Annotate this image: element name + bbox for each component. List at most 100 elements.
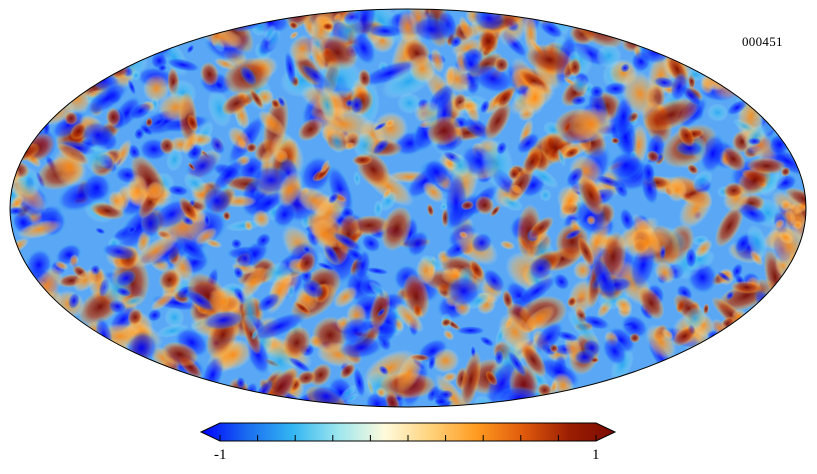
field-blob	[368, 281, 388, 300]
field-blob	[533, 321, 564, 354]
field-blob	[411, 16, 453, 43]
field-blob	[637, 286, 665, 320]
field-blob	[359, 59, 420, 87]
field-blob	[675, 140, 704, 157]
field-blob	[642, 161, 656, 185]
field-blob	[165, 57, 201, 73]
field-blob	[564, 229, 582, 240]
field-blob	[127, 308, 143, 327]
anisotropy-field	[10, 9, 806, 407]
field-blob	[150, 291, 176, 311]
field-blob	[373, 122, 387, 131]
field-blob	[303, 246, 311, 254]
field-blob	[73, 269, 98, 292]
map-outline	[9, 8, 807, 408]
field-blob	[474, 195, 495, 215]
field-blob	[621, 70, 660, 117]
field-blob	[186, 114, 199, 132]
field-blob	[484, 100, 512, 141]
field-blob	[443, 329, 455, 341]
field-blob	[778, 231, 794, 245]
field-blob	[495, 88, 514, 109]
field-blob	[747, 137, 762, 146]
field-blob	[127, 225, 137, 234]
field-blob	[52, 147, 87, 187]
field-blob	[261, 261, 294, 284]
field-blob	[694, 239, 713, 258]
field-blob	[570, 95, 587, 106]
field-blob	[573, 349, 596, 366]
field-blob	[127, 79, 136, 96]
colorbar-max-label: 1	[592, 447, 600, 463]
field-blob	[115, 269, 137, 288]
field-blob	[289, 31, 299, 40]
field-blob	[496, 141, 508, 156]
field-blob	[84, 81, 130, 116]
field-blob	[145, 117, 153, 127]
field-blob	[159, 137, 175, 155]
field-blob	[142, 73, 171, 103]
field-blob	[567, 309, 599, 347]
field-blob	[441, 318, 452, 327]
field-blob	[520, 342, 547, 378]
field-blob	[338, 384, 357, 403]
field-blob	[494, 349, 504, 366]
field-blob	[320, 159, 330, 174]
field-blob	[490, 205, 501, 217]
field-blob	[716, 271, 732, 282]
field-blob	[309, 363, 332, 387]
field-blob	[353, 171, 361, 186]
field-blob	[406, 230, 430, 258]
field-blob	[539, 189, 552, 202]
field-blob	[654, 261, 676, 284]
field-blob	[591, 255, 617, 302]
field-blob	[706, 103, 729, 122]
field-blob	[187, 162, 196, 171]
field-blob	[83, 143, 112, 173]
field-blob	[321, 22, 335, 31]
field-blob	[725, 290, 735, 301]
field-blob	[139, 124, 154, 136]
field-blob	[346, 247, 365, 263]
field-blob	[178, 196, 199, 223]
field-blob	[379, 191, 398, 212]
field-blob	[128, 101, 153, 121]
field-blob	[619, 207, 635, 232]
field-blob	[577, 236, 595, 268]
field-blob	[208, 286, 242, 317]
field-blob	[477, 27, 499, 55]
field-blob	[703, 303, 710, 315]
field-blob	[310, 218, 340, 250]
field-blob	[67, 292, 80, 310]
field-blob	[423, 158, 450, 187]
field-blob	[427, 354, 436, 371]
field-blob	[227, 126, 252, 152]
field-blob	[108, 190, 125, 212]
field-blob	[498, 312, 532, 352]
field-blob	[470, 232, 493, 254]
field-blob	[372, 111, 409, 145]
field-blob	[499, 240, 516, 250]
field-blob	[568, 106, 615, 143]
colorbar-ticks	[219, 435, 597, 441]
field-blob	[415, 256, 437, 285]
field-blob	[257, 110, 286, 137]
field-blob	[353, 131, 377, 159]
field-blob	[446, 274, 482, 308]
field-blob	[493, 56, 510, 73]
field-blob	[167, 184, 190, 197]
field-blob	[683, 305, 708, 332]
field-blob	[515, 132, 541, 155]
field-blob	[439, 203, 448, 211]
field-blob	[185, 289, 215, 312]
field-blob	[380, 206, 413, 252]
field-blob	[714, 204, 744, 248]
field-blob	[375, 387, 387, 398]
field-blob	[211, 157, 245, 193]
field-blob	[595, 43, 622, 69]
field-blob	[158, 268, 181, 292]
field-blob	[385, 118, 395, 128]
field-blob	[282, 325, 312, 360]
field-blob	[426, 115, 462, 147]
field-blob	[270, 98, 281, 109]
